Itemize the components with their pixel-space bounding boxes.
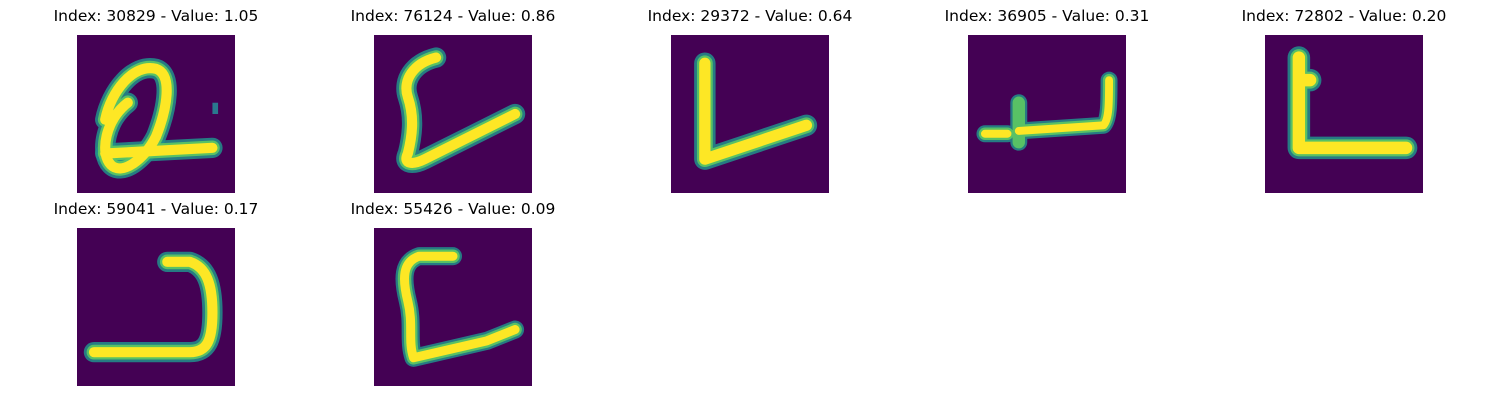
digit-image	[968, 35, 1126, 193]
panel-title: Index: 30829 - Value: 1.05	[53, 7, 259, 25]
panel-title: Index: 36905 - Value: 0.31	[944, 7, 1150, 25]
digit-image	[77, 228, 235, 386]
panel-title: Index: 59041 - Value: 0.17	[53, 200, 259, 218]
digit-image	[1265, 35, 1423, 193]
panel-title: Index: 55426 - Value: 0.09	[350, 200, 556, 218]
panel-title: Index: 29372 - Value: 0.64	[647, 7, 853, 25]
image-panel-5: Index: 72802 - Value: 0.20	[1242, 8, 1446, 203]
digit-image	[77, 35, 235, 193]
image-panel-4: Index: 36905 - Value: 0.31	[945, 8, 1149, 203]
panel-title: Index: 72802 - Value: 0.20	[1241, 7, 1447, 25]
image-panel-7: Index: 55426 - Value: 0.09	[351, 201, 555, 396]
digit-image	[374, 35, 532, 193]
panel-title: Index: 76124 - Value: 0.86	[350, 7, 556, 25]
digit-image	[374, 228, 532, 386]
digit-image	[671, 35, 829, 193]
image-panel-1: Index: 30829 - Value: 1.05	[54, 8, 258, 203]
image-panel-6: Index: 59041 - Value: 0.17	[54, 201, 258, 396]
image-panel-3: Index: 29372 - Value: 0.64	[648, 8, 852, 203]
image-panel-2: Index: 76124 - Value: 0.86	[351, 8, 555, 203]
